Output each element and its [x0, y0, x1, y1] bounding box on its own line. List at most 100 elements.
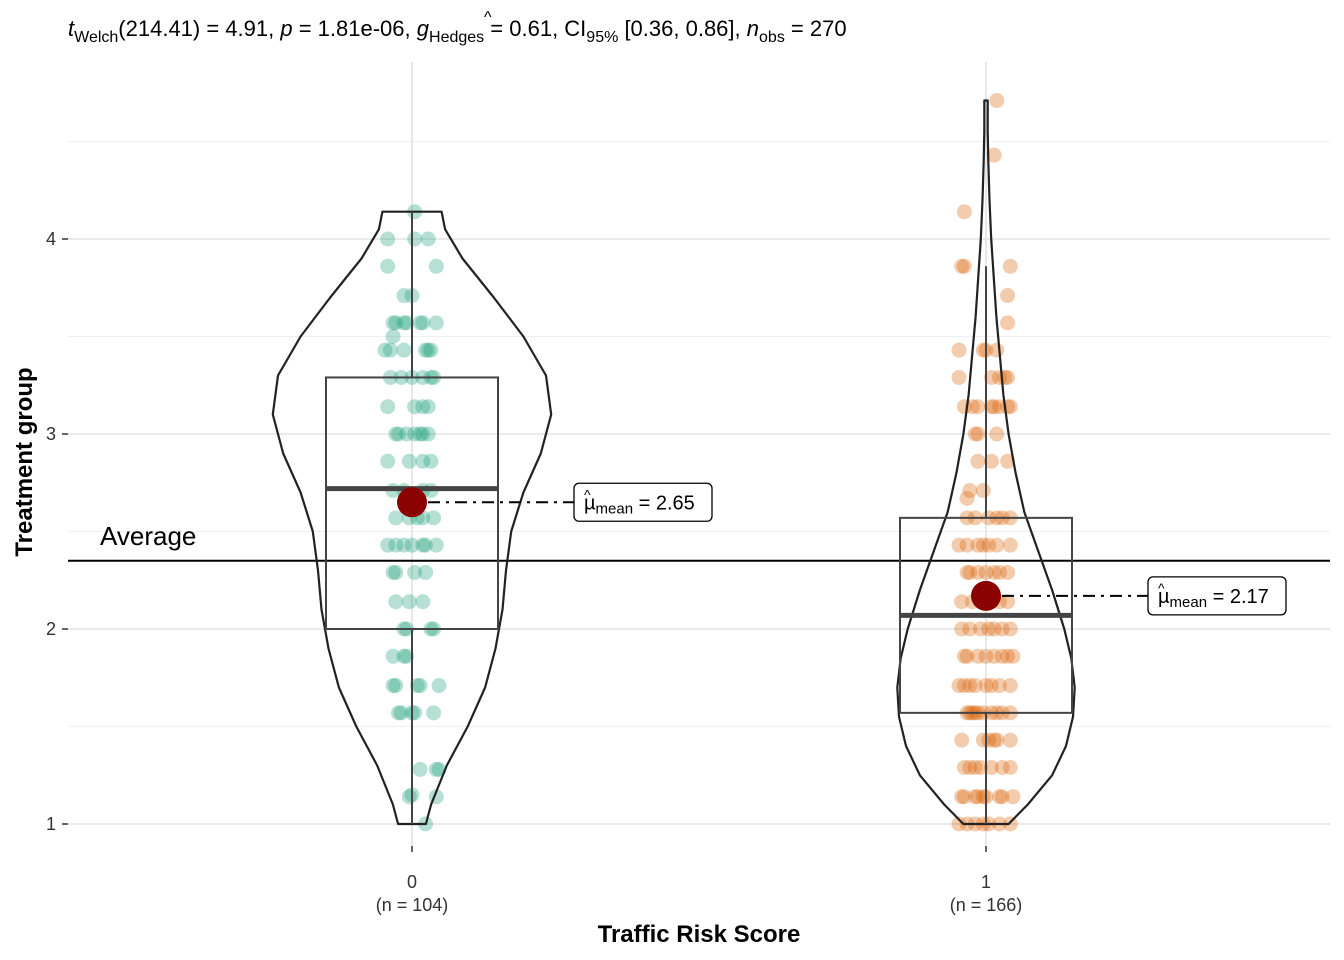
- group-0: µmean = 2.65^: [271, 204, 713, 832]
- data-point: [975, 732, 991, 748]
- data-point: [994, 759, 1010, 775]
- data-point: [426, 705, 442, 721]
- data-point: [970, 564, 986, 580]
- data-point: [415, 594, 431, 610]
- violin-outline: [896, 99, 1076, 826]
- data-point: [388, 315, 404, 331]
- data-point: [983, 759, 999, 775]
- data-point: [951, 678, 967, 694]
- data-point: [975, 483, 991, 499]
- data-point: [428, 258, 444, 274]
- y-tick-label: 1: [46, 814, 56, 834]
- y-tick-label: 4: [46, 229, 56, 249]
- data-point: [975, 537, 991, 553]
- mean-label-hat: ^: [584, 486, 591, 502]
- x-tick-label: 0: [407, 872, 417, 892]
- data-point: [385, 678, 401, 694]
- chart-subtitle: tWelch(214.41) = 4.91, p = 1.81e-06, gHe…: [68, 16, 847, 46]
- data-point: [970, 426, 986, 442]
- data-point: [970, 648, 986, 664]
- data-point: [426, 510, 442, 526]
- data-point: [1000, 564, 1016, 580]
- data-point: [428, 537, 444, 553]
- data-point: [399, 426, 415, 442]
- data-point: [377, 342, 393, 358]
- mean-label-mu: µ: [1158, 586, 1170, 608]
- mean-label-value: = 2.17: [1207, 586, 1269, 608]
- data-point: [959, 564, 975, 580]
- data-point: [407, 564, 423, 580]
- subtitle-g-sub: Hedges: [429, 29, 484, 46]
- data-point: [1000, 369, 1016, 385]
- data-point: [415, 426, 431, 442]
- data-point: [1002, 258, 1018, 274]
- data-point: [409, 678, 425, 694]
- data-point: [978, 648, 994, 664]
- data-point: [415, 399, 431, 415]
- data-point: [973, 759, 989, 775]
- data-point: [380, 453, 396, 469]
- data-point: [970, 453, 986, 469]
- data-point: [407, 399, 423, 415]
- data-point: [954, 594, 970, 610]
- data-point: [404, 537, 420, 553]
- data-point: [1005, 648, 1021, 664]
- violin-outline: [271, 210, 553, 826]
- data-point: [956, 204, 972, 220]
- mean-label-sub: mean: [596, 500, 634, 517]
- data-point: [986, 147, 1002, 163]
- data-point: [970, 399, 986, 415]
- groups: µmean = 2.65^µmean = 2.17^: [271, 93, 1287, 832]
- data-point: [401, 594, 417, 610]
- data-point: [415, 453, 431, 469]
- data-point: [407, 426, 423, 442]
- data-point: [983, 453, 999, 469]
- data-point: [983, 678, 999, 694]
- subtitle-p-val: = 1.81e-06,: [293, 16, 417, 41]
- data-point: [970, 789, 986, 805]
- data-point: [954, 621, 970, 637]
- data-point: [1002, 537, 1018, 553]
- data-point: [967, 678, 983, 694]
- data-point: [407, 705, 423, 721]
- data-point: [989, 426, 1005, 442]
- data-point: [992, 678, 1007, 694]
- data-point: [412, 315, 428, 331]
- data-point: [428, 315, 444, 331]
- data-point: [418, 564, 433, 580]
- data-point: [1002, 678, 1018, 694]
- x-axis-label: Traffic Risk Score: [598, 921, 801, 948]
- subtitle-ci-sub: 95%: [586, 29, 618, 46]
- mean-label-value: = 2.65: [633, 492, 695, 514]
- data-point: [992, 789, 1007, 805]
- mean-label: µmean = 2.65: [584, 492, 695, 517]
- data-point: [428, 761, 444, 777]
- subtitle-ci-val: [0.36, 0.86],: [618, 16, 746, 41]
- data-point: [956, 759, 972, 775]
- data-point: [975, 342, 991, 358]
- data-point: [415, 537, 431, 553]
- data-point: [994, 621, 1010, 637]
- data-point: [992, 564, 1007, 580]
- data-point: [959, 648, 975, 664]
- data-point: [962, 483, 978, 499]
- data-point: [951, 342, 967, 358]
- y-tick-label: 2: [46, 619, 56, 639]
- data-point: [393, 705, 409, 721]
- data-point: [412, 761, 428, 777]
- data-point: [967, 789, 983, 805]
- data-point: [385, 648, 401, 664]
- data-point: [994, 789, 1010, 805]
- data-point: [986, 648, 1002, 664]
- data-point: [385, 564, 401, 580]
- subtitle-df-stat: (214.41) = 4.91,: [118, 16, 280, 41]
- data-point: [978, 678, 994, 694]
- data-point: [380, 258, 396, 274]
- data-point: [951, 816, 967, 832]
- subtitle-t-sub: Welch: [74, 29, 118, 46]
- data-point: [401, 453, 417, 469]
- mean-label: µmean = 2.17: [1158, 586, 1269, 611]
- data-point: [965, 399, 980, 415]
- data-point: [973, 621, 989, 637]
